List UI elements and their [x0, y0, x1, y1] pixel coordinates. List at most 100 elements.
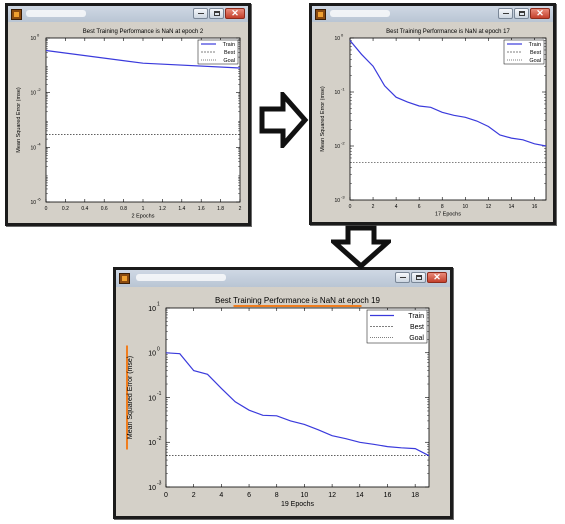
- x-axis-label: 2 Epochs: [132, 214, 155, 220]
- x-tick-label: 6: [247, 492, 251, 499]
- y-tick-exponent: -6: [37, 196, 41, 201]
- train-line: [45, 49, 241, 69]
- train-line: [349, 40, 547, 147]
- y-tick-exponent: 0: [37, 32, 40, 37]
- performance-plot: Best Training Performance is NaN at epoc…: [116, 287, 450, 516]
- close-icon[interactable]: ✕: [427, 272, 447, 283]
- y-tick-exponent: -1: [157, 391, 162, 397]
- y-tick-label: 10: [334, 36, 340, 42]
- y-tick-label: 10: [148, 395, 156, 402]
- y-tick-exponent: 1: [157, 302, 160, 308]
- legend-label-best: Best: [410, 324, 424, 331]
- x-tick-label: 1.6: [198, 206, 205, 212]
- legend-label-train: Train: [408, 313, 424, 320]
- minimize-icon[interactable]: [193, 8, 208, 19]
- x-tick-label: 1.8: [217, 206, 224, 212]
- x-tick-label: 0: [164, 492, 168, 499]
- legend-label-train: Train: [223, 42, 235, 48]
- window-title-bar[interactable]: ✕: [312, 6, 553, 23]
- x-axis-label: 19 Epochs: [281, 501, 315, 508]
- x-tick-label: 2: [372, 204, 375, 210]
- minimize-icon[interactable]: [395, 272, 410, 283]
- x-tick-label: 10: [301, 492, 309, 499]
- close-icon[interactable]: ✕: [225, 8, 245, 19]
- y-tick-exponent: -2: [37, 87, 41, 92]
- x-tick-label: 12: [486, 204, 492, 210]
- window-title-text: [26, 10, 86, 17]
- y-tick-exponent: -1: [341, 86, 345, 91]
- chart-title: Best Training Performance is NaN at epoc…: [215, 296, 381, 305]
- arrow-right-icon: [259, 92, 309, 148]
- y-tick-label: 10: [148, 306, 156, 313]
- y-tick-label: 10: [334, 144, 340, 150]
- x-tick-label: 10: [463, 204, 469, 210]
- train-line: [165, 352, 430, 457]
- x-tick-label: 0.6: [101, 206, 108, 212]
- y-tick-exponent: -4: [37, 142, 41, 147]
- chart-title: Best Training Performance is NaN at epoc…: [386, 29, 510, 35]
- legend-label-goal: Goal: [223, 58, 235, 64]
- legend-label-goal: Goal: [529, 58, 541, 64]
- x-tick-label: 18: [411, 492, 419, 499]
- x-tick-label: 1: [142, 206, 145, 212]
- title-highlight: [233, 305, 362, 307]
- x-tick-label: 0: [45, 206, 48, 212]
- x-tick-label: 14: [356, 492, 364, 499]
- x-tick-label: 2: [192, 492, 196, 499]
- y-tick-exponent: 0: [341, 32, 344, 37]
- x-tick-label: 1.2: [159, 206, 166, 212]
- y-axis-label: Mean Squared Error (mse): [127, 356, 134, 439]
- x-tick-label: 0.4: [81, 206, 88, 212]
- y-tick-exponent: -2: [341, 140, 345, 145]
- arrow-down-icon: [331, 225, 391, 269]
- app-icon[interactable]: [315, 9, 326, 20]
- close-icon[interactable]: ✕: [530, 8, 550, 19]
- y-tick-exponent: -3: [341, 194, 345, 199]
- maximize-icon[interactable]: [411, 272, 426, 283]
- maximize-icon[interactable]: [209, 8, 224, 19]
- x-tick-label: 4: [395, 204, 398, 210]
- x-tick-label: 12: [328, 492, 336, 499]
- legend-label-goal: Goal: [409, 335, 424, 342]
- x-axis-label: 17 Epochs: [435, 212, 461, 218]
- performance-plot: Best Training Performance is NaN at epoc…: [8, 22, 248, 223]
- plot-area: [45, 37, 241, 203]
- x-tick-label: 8: [275, 492, 279, 499]
- x-tick-label: 16: [384, 492, 392, 499]
- chart-title: Best Training Performance is NaN at epoc…: [83, 29, 204, 35]
- x-tick-label: 16: [532, 204, 538, 210]
- y-tick-label: 10: [334, 90, 340, 96]
- x-tick-label: 0.2: [62, 206, 69, 212]
- window-title-text: [330, 10, 390, 17]
- y-tick-label: 10: [30, 91, 36, 97]
- minimize-icon[interactable]: [498, 8, 513, 19]
- y-tick-label: 10: [30, 145, 36, 151]
- y-tick-exponent: -3: [157, 481, 162, 487]
- y-tick-exponent: -2: [157, 436, 162, 442]
- x-tick-label: 8: [441, 204, 444, 210]
- y-tick-exponent: 0: [157, 346, 160, 352]
- y-tick-label: 10: [30, 200, 36, 206]
- window-title-text: [136, 274, 226, 281]
- x-tick-label: 4: [219, 492, 223, 499]
- legend-label-train: Train: [529, 42, 541, 48]
- y-axis-label: Mean Squared Error (mse): [320, 86, 326, 152]
- x-tick-label: 0: [349, 204, 352, 210]
- window-title-bar[interactable]: ✕: [8, 6, 248, 23]
- y-tick-label: 10: [148, 485, 156, 492]
- plot-area: [349, 37, 547, 201]
- app-icon[interactable]: [11, 9, 22, 20]
- training-window-epoch-2: ✕ Best Training Performance is NaN at ep…: [5, 3, 251, 226]
- x-tick-label: 14: [509, 204, 515, 210]
- x-tick-label: 1.4: [178, 206, 185, 212]
- window-controls: ✕: [498, 8, 550, 19]
- maximize-icon[interactable]: [514, 8, 529, 19]
- y-tick-label: 10: [30, 36, 36, 42]
- y-tick-label: 10: [148, 351, 156, 358]
- window-controls: ✕: [395, 272, 447, 283]
- window-title-bar[interactable]: ✕: [116, 270, 450, 288]
- x-tick-label: 2: [239, 206, 242, 212]
- app-icon[interactable]: [119, 273, 130, 284]
- y-axis-label: Mean Squared Error (mse): [16, 87, 22, 153]
- window-controls: ✕: [193, 8, 245, 19]
